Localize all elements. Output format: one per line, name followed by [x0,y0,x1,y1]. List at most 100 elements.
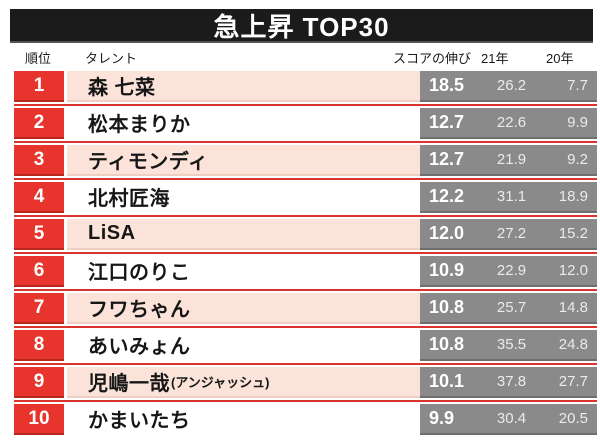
score-2020-value: 9.2 [567,151,588,168]
column-header-talent: タレント [85,51,138,66]
talent-name-cell: かまいたち [67,404,420,435]
score-2020-value: 14.8 [558,299,588,316]
score-cell-group: 10.8 25.7 14.8 [420,293,597,324]
score-2020-value: 27.7 [558,373,588,390]
score-growth-value: 10.1 [429,371,465,391]
talent-name: 松本まりか [88,114,191,136]
score-growth-value: 9.9 [429,408,455,428]
rank-number: 1 [33,74,45,96]
rank-number: 5 [33,222,45,244]
talent-name: かまいたち [88,410,191,432]
talent-name: 森 七菜 [88,77,156,99]
title-bar: 急上昇 TOP30 [10,9,593,43]
talent-name: ティモンディ [88,151,209,173]
score-2021-value: 27.2 [496,225,527,242]
rank-number: 7 [33,296,45,318]
row-divider [14,104,597,106]
table-row: 6 江口のりこ 10.9 22.9 12.0 [14,256,597,287]
talent-name-cell: 松本まりか [67,108,420,139]
talent-name: フワちゃん [88,299,191,321]
talent-name-cell: LiSA [67,219,420,250]
rank-number: 10 [28,407,50,429]
score-growth-value: 12.0 [429,223,465,243]
score-cell-group: 9.9 30.4 20.5 [420,404,597,435]
score-2021-value: 21.9 [496,151,527,168]
score-growth-value: 12.7 [429,149,465,169]
rank-badge: 2 [14,108,64,139]
rank-number: 3 [33,148,45,170]
column-header-2021: 21年 [481,51,509,66]
table-row: 8 あいみょん 10.8 35.5 24.8 [14,330,597,361]
score-cell-group: 12.7 21.9 9.2 [420,145,597,176]
page-title: 急上昇 TOP30 [213,11,390,42]
score-2020-value: 15.2 [558,225,588,242]
rank-badge: 4 [14,182,64,213]
score-growth-value: 18.5 [429,75,465,95]
talent-name-cell: ティモンディ [67,145,420,176]
table-row: 10 かまいたち 9.9 30.4 20.5 [14,404,597,435]
column-header-rank: 順位 [25,51,52,66]
talent-name-cell: 児嶋一哉 (アンジャッシュ) [67,367,420,398]
score-2021-value: 25.7 [496,299,527,316]
score-2021-value: 31.1 [496,188,527,205]
row-divider [14,178,597,180]
score-2020-value: 9.9 [567,114,588,131]
table-row: 1 森 七菜 18.5 26.2 7.7 [14,71,597,102]
column-header-row: 順位 タレント スコアの伸び 21年 20年 [0,43,600,71]
talent-name-cell: フワちゃん [67,293,420,324]
table-row: 5 LiSA 12.0 27.2 15.2 [14,219,597,250]
score-2020-value: 24.8 [558,336,588,353]
table-row: 7 フワちゃん 10.8 25.7 14.8 [14,293,597,324]
talent-name: 北村匠海 [88,188,170,210]
talent-name-note: (アンジャッシュ) [171,375,270,390]
row-divider [14,289,597,291]
table-row: 2 松本まりか 12.7 22.6 9.9 [14,108,597,139]
rank-badge: 7 [14,293,64,324]
rank-number: 4 [33,185,45,207]
table-row: 9 児嶋一哉 (アンジャッシュ) 10.1 37.8 27.7 [14,367,597,398]
talent-name-cell: 森 七菜 [67,71,420,102]
score-2021-value: 26.2 [496,77,527,94]
rank-number: 8 [33,333,45,355]
talent-name-cell: 北村匠海 [67,182,420,213]
score-2020-value: 7.7 [567,77,588,94]
score-cell-group: 10.9 22.9 12.0 [420,256,597,287]
talent-name: あいみょん [88,336,191,358]
score-2020-value: 20.5 [558,410,588,427]
talent-name-cell: 江口のりこ [67,256,420,287]
score-cell-group: 12.2 31.1 18.9 [420,182,597,213]
rank-number: 2 [33,111,45,133]
talent-name: LiSA [88,222,136,244]
score-cell-group: 10.1 37.8 27.7 [420,367,597,398]
score-cell-group: 12.0 27.2 15.2 [420,219,597,250]
score-growth-value: 10.9 [429,260,465,280]
score-growth-value: 10.8 [429,334,465,354]
rank-badge: 10 [14,404,64,435]
ranking-rows: 1 森 七菜 18.5 26.2 7.7 2 松本まりか 12.7 2 [14,71,597,435]
talent-name: 児嶋一哉 [88,373,170,395]
score-2021-value: 35.5 [496,336,527,353]
score-growth-value: 12.7 [429,112,465,132]
score-cell-group: 18.5 26.2 7.7 [420,71,597,102]
score-2021-value: 30.4 [496,410,527,427]
talent-name: 江口のりこ [88,262,191,284]
row-divider [14,252,597,254]
score-2021-value: 37.8 [496,373,527,390]
column-header-growth: スコアの伸び [393,51,472,66]
rank-number: 6 [33,259,45,281]
score-2020-value: 18.9 [558,188,588,205]
row-divider [14,326,597,328]
rank-number: 9 [33,370,45,392]
score-growth-value: 10.8 [429,297,465,317]
rank-badge: 9 [14,367,64,398]
table-row: 4 北村匠海 12.2 31.1 18.9 [14,182,597,213]
score-cell-group: 10.8 35.5 24.8 [420,330,597,361]
score-2021-value: 22.6 [496,114,527,131]
score-cell-group: 12.7 22.6 9.9 [420,108,597,139]
table-row: 3 ティモンディ 12.7 21.9 9.2 [14,145,597,176]
rank-badge: 3 [14,145,64,176]
row-divider [14,215,597,217]
rank-badge: 6 [14,256,64,287]
column-header-2020: 20年 [546,51,574,66]
